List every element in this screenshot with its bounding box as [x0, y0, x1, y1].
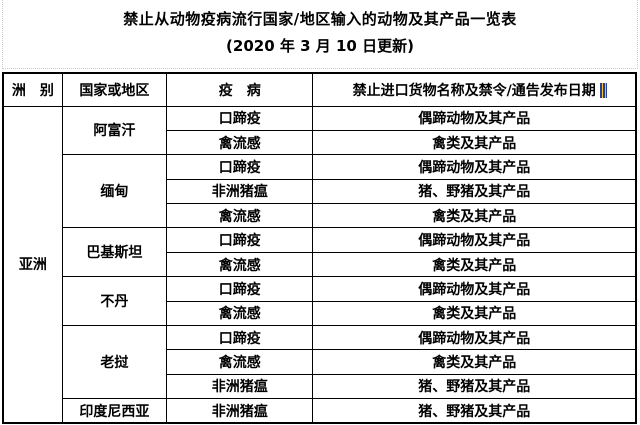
- table-row: 禽流感 禽类及其产品: [3, 129, 637, 156]
- country-cell-laos: 老挝: [61, 325, 168, 400]
- table-row: 禽流感 禽类及其产品: [3, 300, 637, 327]
- disease-cell: 口蹄疫: [165, 276, 314, 302]
- goods-cell: 偶蹄动物及其产品: [312, 325, 637, 351]
- country-cell-indonesia: 印度尼西亚: [61, 398, 168, 424]
- disease-cell: 禽流感: [165, 300, 314, 327]
- table-row: 不丹 口蹄疫 偶蹄动物及其产品: [3, 276, 637, 327]
- title-block: 禁止从动物疫病流行国家/地区输入的动物及其产品一览表 (2020 年 3 月 1…: [2, 0, 638, 69]
- country-cell-myanmar: 缅甸: [61, 154, 168, 229]
- country-cell-bhutan: 不丹: [61, 276, 168, 327]
- goods-cell: 偶蹄动物及其产品: [312, 276, 637, 302]
- table-row: 印度尼西亚 非洲猪瘟 猪、野猪及其产品: [3, 398, 637, 424]
- header-goods-label: 禁止进口货物名称及禁令/通告发布日期: [352, 82, 596, 99]
- disease-cell: 非洲猪瘟: [165, 373, 314, 400]
- disease-cell: 非洲猪瘟: [165, 178, 314, 205]
- table-row: 非洲猪瘟 猪、野猪及其产品: [3, 373, 637, 400]
- disease-cell: 禽流感: [165, 129, 314, 156]
- page-subtitle: (2020 年 3 月 10 日更新): [226, 37, 414, 55]
- header-goods: 禁止进口货物名称及禁令/通告发布日期: [312, 72, 637, 107]
- table-row: 禽流感 禽类及其产品: [3, 251, 637, 278]
- disease-cell: 口蹄疫: [165, 325, 314, 351]
- country-cell-pakistan: 巴基斯坦: [61, 227, 168, 278]
- disease-cell: 非洲猪瘟: [165, 398, 314, 424]
- goods-cell: 禽类及其产品: [312, 349, 637, 375]
- disease-cell: 口蹄疫: [165, 105, 314, 131]
- header-row: 洲 别 国家或地区 疫 病 禁止进口货物名称及禁令/通告发布日期: [2, 72, 637, 107]
- continent-cell: 亚洲: [2, 105, 63, 424]
- table-row: 老挝 口蹄疫 偶蹄动物及其产品: [3, 325, 637, 400]
- prohibition-table: 洲 别 国家或地区 疫 病 禁止进口货物名称及禁令/通告发布日期 亚洲 阿富汗 …: [2, 72, 637, 425]
- header-country: 国家或地区: [61, 72, 168, 107]
- goods-cell: 偶蹄动物及其产品: [312, 105, 637, 131]
- goods-cell: 偶蹄动物及其产品: [312, 227, 637, 253]
- table-row: 非洲猪瘟 猪、野猪及其产品: [3, 178, 637, 205]
- table-row: 禽流感 禽类及其产品: [3, 203, 637, 229]
- table-row: 巴基斯坦 口蹄疫 偶蹄动物及其产品: [3, 227, 637, 278]
- disease-cell: 禽流感: [165, 251, 314, 278]
- goods-cell: 禽类及其产品: [312, 251, 637, 278]
- disease-cell: 口蹄疫: [165, 227, 314, 253]
- goods-cell: 禽类及其产品: [312, 203, 637, 229]
- goods-cell: 猪、野猪及其产品: [312, 178, 637, 205]
- header-continent: 洲 别: [2, 72, 63, 107]
- goods-cell: 禽类及其产品: [312, 129, 637, 156]
- embedded-object-icon: [600, 83, 607, 98]
- disease-cell: 禽流感: [165, 349, 314, 375]
- goods-cell: 猪、野猪及其产品: [312, 398, 637, 424]
- goods-cell: 禽类及其产品: [312, 300, 637, 327]
- country-cell-afghanistan: 阿富汗: [61, 105, 168, 156]
- page-title: 禁止从动物疫病流行国家/地区输入的动物及其产品一览表: [123, 10, 517, 28]
- disease-cell: 禽流感: [165, 203, 314, 229]
- goods-cell: 猪、野猪及其产品: [312, 373, 637, 400]
- table-row: 缅甸 口蹄疫 偶蹄动物及其产品: [3, 154, 637, 229]
- disease-cell: 口蹄疫: [165, 154, 314, 180]
- header-disease: 疫 病: [165, 72, 314, 107]
- table-row: 禽流感 禽类及其产品: [3, 349, 637, 375]
- table-row: 亚洲 阿富汗 口蹄疫 偶蹄动物及其产品: [2, 105, 637, 424]
- goods-cell: 偶蹄动物及其产品: [312, 154, 637, 180]
